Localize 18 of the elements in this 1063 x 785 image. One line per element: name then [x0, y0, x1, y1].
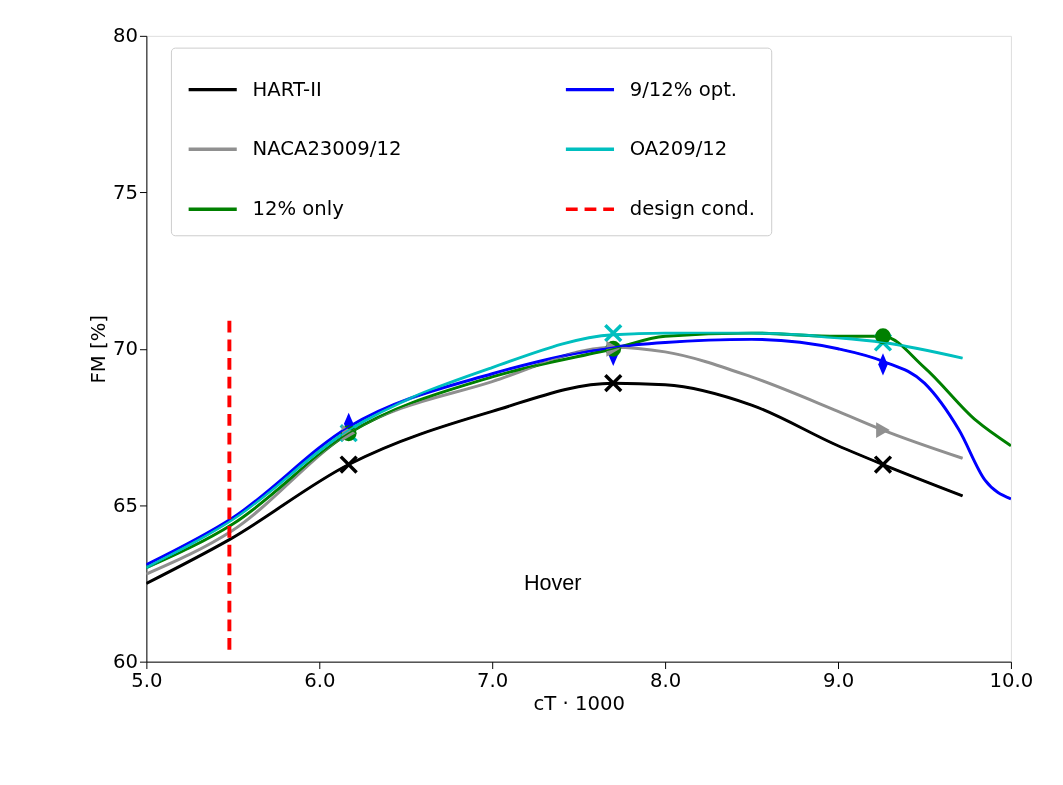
y-tick-label: 80	[113, 24, 139, 48]
annotation: Hover	[523, 570, 582, 596]
x-tick-label: 9.0	[822, 668, 855, 692]
legend-label: 9/12% opt.	[629, 77, 738, 101]
y-axis-title: FM [%]	[87, 315, 111, 384]
legend-label: 12% only	[252, 197, 345, 221]
y-tick-label: 65	[113, 493, 139, 517]
legend-label: design cond.	[629, 197, 756, 221]
legend-label: NACA23009/12	[252, 137, 402, 161]
x-tick-label: 7.0	[477, 668, 509, 692]
y-tick-label: 75	[113, 180, 139, 204]
legend-label: HART-II	[252, 77, 322, 101]
x-tick-label: 6.0	[304, 668, 336, 692]
y-tick-label: 70	[113, 337, 139, 361]
x-axis-title: cT · 1000	[533, 692, 625, 716]
x-tick-label: 10.0	[989, 668, 1034, 692]
x-tick-label: 8.0	[649, 668, 682, 692]
legend-label: OA209/12	[629, 137, 728, 161]
